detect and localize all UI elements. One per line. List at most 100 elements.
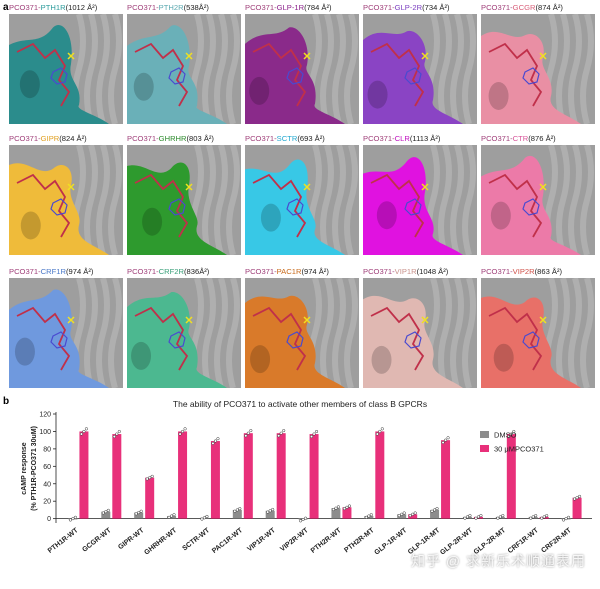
helix-ribbon [320,145,334,255]
replicate-point [567,515,571,519]
surface-image [245,14,358,124]
helix-ribbon [580,14,594,124]
ligand-sticks [252,173,307,238]
ligand-name: PCO371 [9,267,39,276]
helix-ribbon [84,145,98,255]
replicate-point [304,516,308,520]
x-tick-label: PTH2R-WT [310,527,343,555]
replicate-point [411,512,415,516]
y-tick-label: 20 [43,499,51,506]
bar-chart: The ability of PCO371 to activate other … [21,399,592,557]
ligand-name: PCO371 [245,3,275,12]
interface-area: (693 Å²) [297,134,325,143]
replicate-point [211,441,215,445]
ligand-name: PCO371 [127,3,157,12]
protein-surface [127,25,227,124]
helix-ribbon [438,14,452,124]
panel-b-letter: b [3,396,10,407]
y-axis-label-unit: (% PTH1R-PCO371 30uM) [31,426,38,511]
surface-shadow [493,343,514,372]
helix-ribbon [344,145,358,255]
replicate-point [71,517,75,521]
surface-image [245,145,358,255]
replicate-point [246,431,250,435]
receptor-name: PAC1R [276,267,302,276]
structure-caption: PCO371-PAC1R(974 Å²) [245,267,365,277]
ligand-sticks [252,42,307,107]
panel-b-chart: b The ability of PCO371 to activate othe… [0,396,600,589]
structure-caption: PCO371-GIPR(824 Å²) [9,134,129,144]
interface-area: (974 Å²) [301,267,329,276]
helix-ribbon [580,278,594,388]
replicate-point [545,514,549,518]
replicate-point [542,515,546,519]
ligand-name: PCO371 [481,134,511,143]
replicate-point [112,435,116,439]
helix-ribbon [214,278,228,388]
helix-ribbon [332,278,346,388]
structure-caption: PCO371-VIP1R(1048 Å²) [363,267,483,277]
helix-ribbon [84,278,98,388]
surface-shadow [367,80,388,109]
surface-shadow [490,201,511,230]
replicate-point [498,515,502,519]
legend-swatch [480,445,489,452]
replicate-point [249,429,253,433]
replicate-point [476,515,480,519]
replicate-point [347,504,351,508]
surface-shadow [14,337,35,366]
receptor-name: GLP-1R [276,3,305,12]
ligand-ring [522,198,540,216]
protein-surface [481,155,581,255]
ligand-sticks [134,173,189,238]
interface-area: (734 Å²) [422,3,450,12]
watermark: 知乎 @ 求新乐术顺通表用 [411,553,586,569]
bar-dmso [430,509,440,519]
helix-ribbon [568,14,582,124]
ligand-ring [404,67,422,85]
ligand-ring [286,198,304,216]
ligand-sticks [134,42,189,107]
replicate-point [408,514,412,518]
receptor-name: GCGR [512,3,536,12]
replicate-point [512,429,516,434]
caption-dash: - [38,3,41,12]
replicate-point [402,511,406,515]
ligand-ring [286,331,304,349]
replicate-point [84,427,88,431]
interface-area: (836Å²) [184,267,210,276]
surface-shadow [131,341,152,370]
caption-dash: - [510,134,513,143]
replicate-point [178,432,182,436]
receptor-name: CRF2R [158,267,184,276]
bar-dmso [397,514,407,519]
structure-caption: PCO371-CRF2R(836Å²) [127,267,247,277]
ligand-ring [168,67,186,85]
ligand-ring [404,198,422,216]
bar-pco371 [178,431,188,519]
replicate-point [578,494,582,498]
replicate-point [106,508,110,512]
replicate-point [148,476,152,480]
replicate-point [375,432,379,436]
y-tick-label: 0 [47,516,51,523]
ligand-ring [522,331,540,349]
caption-dash: - [392,134,395,143]
helix-ribbon [96,14,110,124]
receptor-name: VIP2R [512,267,535,276]
replicate-point [104,510,108,514]
interface-area: (784 Å²) [304,3,332,12]
replicate-point [216,437,220,441]
helix-ribbon [96,145,110,255]
replicate-point [117,429,121,434]
y-tick-label: 120 [39,412,51,419]
helix-ribbon [568,278,582,388]
replicate-point [200,517,204,521]
ligand-halogen [421,316,429,324]
helix-ribbon [226,145,240,255]
surface-render [363,145,477,255]
replicate-point [509,432,513,436]
structure-caption: PCO371-CTR(876 Å²) [481,134,600,144]
replicate-point [82,429,86,433]
surface-shadow [260,203,281,232]
